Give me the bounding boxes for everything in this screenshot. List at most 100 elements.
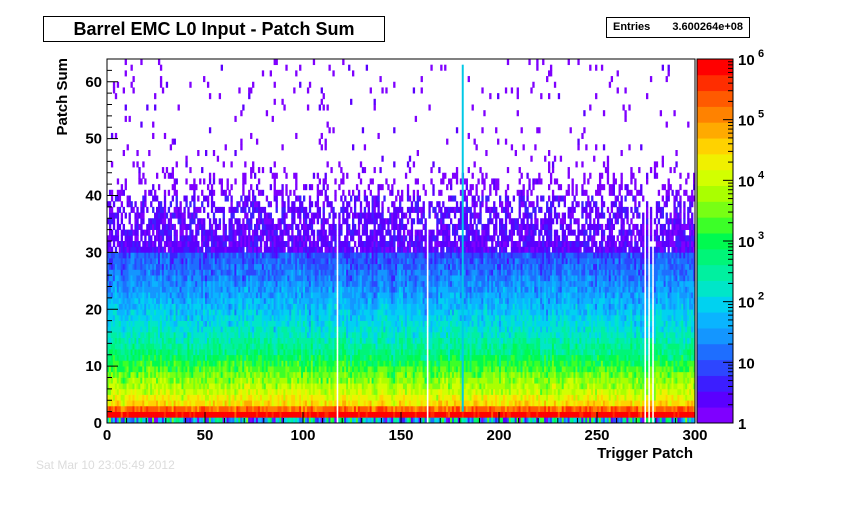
heatmap-cell [128, 246, 131, 253]
heatmap-cell [138, 343, 141, 350]
heatmap-cell [136, 417, 139, 424]
heatmap-cell [277, 286, 280, 293]
heatmap-cell [353, 411, 357, 418]
heatmap-cell [334, 383, 337, 390]
heatmap-cell [126, 309, 129, 316]
heatmap-cell [263, 258, 267, 265]
heatmap-cell [187, 212, 190, 219]
heatmap-cell [244, 252, 247, 259]
heatmap-cell [201, 309, 204, 316]
heatmap-cell [248, 258, 251, 265]
heatmap-cell [107, 337, 110, 344]
heatmap-cell [236, 326, 239, 333]
heatmap-cell [289, 343, 292, 350]
heatmap-cell [252, 400, 255, 407]
heatmap-cell [175, 326, 178, 333]
heatmap-cell [242, 280, 245, 287]
heatmap-cell [299, 258, 302, 265]
heatmap-cell [287, 235, 290, 242]
heatmap-cell [273, 275, 276, 282]
heatmap-cell [261, 292, 265, 299]
heatmap-cell [116, 326, 120, 333]
heatmap-cell [214, 394, 218, 401]
heatmap-cell [107, 326, 110, 333]
heatmap-cell [334, 332, 337, 339]
heatmap-cell [110, 314, 114, 321]
heatmap-cell [181, 417, 184, 424]
heatmap-cell [275, 201, 278, 208]
heatmap-cell [175, 241, 178, 248]
heatmap-cell [236, 360, 239, 367]
heatmap-cell [224, 144, 227, 151]
heatmap-cell [220, 411, 223, 418]
heatmap-cell [318, 371, 321, 378]
heatmap-cell [248, 332, 251, 339]
heatmap-cell [171, 400, 174, 407]
heatmap-cell [138, 246, 141, 253]
heatmap-cell [179, 400, 182, 407]
heatmap-cell [167, 263, 171, 270]
heatmap-cell [257, 246, 261, 253]
heatmap-cell [124, 286, 127, 293]
heatmap-cell [152, 309, 155, 316]
heatmap-cell [234, 241, 237, 248]
heatmap-cell [124, 70, 127, 77]
heatmap-cell [312, 400, 316, 407]
heatmap-cell [240, 332, 243, 339]
heatmap-cell [150, 286, 153, 293]
heatmap-cell [193, 411, 196, 418]
heatmap-cell [134, 388, 137, 395]
heatmap-cell [199, 297, 202, 304]
heatmap-cell [205, 314, 208, 321]
heatmap-cell [281, 360, 284, 367]
heatmap-cell [303, 332, 306, 339]
heatmap-cell [228, 303, 231, 310]
heatmap-cell [352, 70, 355, 77]
heatmap-cell [328, 252, 331, 259]
heatmap-cell [208, 400, 212, 407]
heatmap-cell [344, 400, 347, 407]
heatmap-cell [259, 218, 263, 225]
heatmap-cell [238, 326, 241, 333]
heatmap-cell [346, 246, 349, 253]
heatmap-cell [138, 269, 141, 276]
heatmap-cell [281, 297, 284, 304]
heatmap-cell [257, 320, 261, 327]
heatmap-cell [254, 246, 257, 253]
heatmap-cell [257, 400, 261, 407]
heatmap-cell [338, 280, 341, 287]
heatmap-cell [236, 337, 239, 344]
heatmap-cell [154, 354, 157, 361]
heatmap-cell [167, 377, 171, 384]
heatmap-cell [132, 388, 135, 395]
heatmap-cell [140, 377, 143, 384]
heatmap-cell [267, 263, 271, 270]
heatmap-cell [255, 354, 259, 361]
heatmap-cell [308, 405, 312, 412]
heatmap-cell [185, 360, 188, 367]
heatmap-cell [287, 309, 290, 316]
heatmap-cell [138, 252, 141, 259]
heatmap-cell [171, 286, 174, 293]
heatmap-cell [324, 280, 327, 287]
heatmap-cell [167, 326, 171, 333]
heatmap-cell [218, 388, 222, 395]
heatmap-cell [183, 320, 186, 327]
heatmap-cell [224, 326, 227, 333]
heatmap-cell [304, 309, 308, 316]
heatmap-cell [352, 354, 355, 361]
heatmap-cell [116, 366, 120, 373]
heatmap-cell [285, 354, 288, 361]
heatmap-cell [226, 269, 229, 276]
heatmap-cell [161, 275, 165, 282]
heatmap-cell [175, 388, 178, 395]
heatmap-cell [318, 263, 321, 270]
heatmap-cell [285, 309, 288, 316]
heatmap-cell [316, 263, 320, 270]
heatmap-cell [261, 297, 265, 304]
heatmap-cell [359, 383, 363, 390]
heatmap-cell [140, 303, 143, 310]
heatmap-cell [210, 189, 214, 196]
heatmap-cell [244, 354, 247, 361]
